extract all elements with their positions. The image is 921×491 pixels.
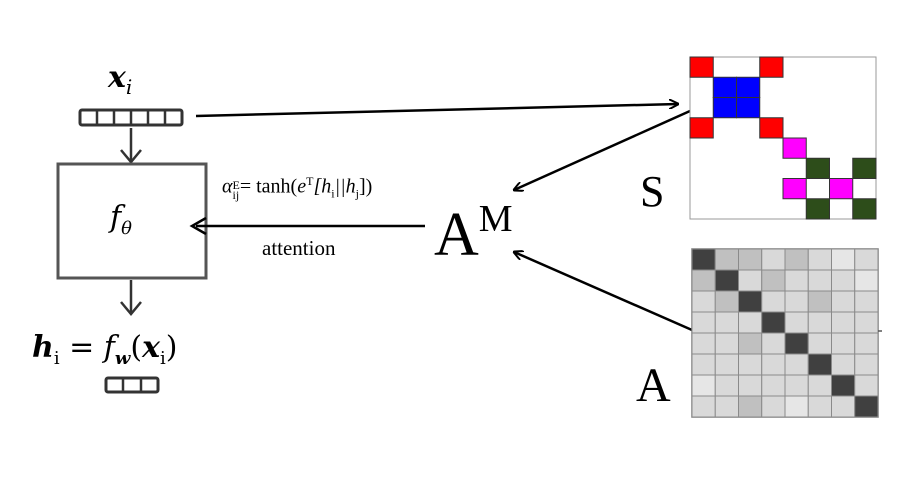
matrix-cell xyxy=(807,290,832,313)
matrix-cell xyxy=(854,332,879,355)
matrix-cell xyxy=(854,311,879,334)
matrix-cell xyxy=(854,269,879,292)
matrix-cell xyxy=(738,311,763,334)
arrow-input-to-S xyxy=(195,104,678,118)
attention-arrow xyxy=(189,216,425,236)
matrix-cell xyxy=(761,374,786,397)
matrix-cell xyxy=(712,97,737,119)
matrix-cell xyxy=(829,178,854,200)
matrix-cell xyxy=(761,269,786,292)
matrix-cell xyxy=(691,248,716,271)
matrix-cell xyxy=(761,311,786,334)
matrix-cell xyxy=(738,395,763,418)
matrix-cell xyxy=(714,374,739,397)
matrix-cell xyxy=(689,56,714,78)
matrix-cell xyxy=(831,353,856,376)
matrix-cell xyxy=(738,353,763,376)
matrix-cell xyxy=(714,290,739,313)
matrix-cell xyxy=(691,311,716,334)
matrix-cell xyxy=(831,269,856,292)
matrix-cell xyxy=(784,353,809,376)
matrix-cell xyxy=(761,290,786,313)
arrow-S-to-AM xyxy=(514,109,691,190)
matrix-cell xyxy=(807,374,832,397)
matrix-cell xyxy=(714,248,739,271)
matrix-cell xyxy=(782,137,807,159)
matrix-cell xyxy=(807,269,832,292)
matrix-cell xyxy=(738,332,763,355)
output-label: hi = fw(xi) xyxy=(32,330,178,369)
matrix-cell xyxy=(831,395,856,418)
matrix-cell xyxy=(736,97,761,119)
matrix-cell xyxy=(805,198,830,220)
matrix-cell xyxy=(784,269,809,292)
matrix-cell xyxy=(807,353,832,376)
matrix-cell xyxy=(691,353,716,376)
matrix-cell xyxy=(714,332,739,355)
matrix-cell xyxy=(831,311,856,334)
matrix-cell xyxy=(784,311,809,334)
matrix-cell xyxy=(784,290,809,313)
model-label: fθ xyxy=(110,200,132,239)
matrix-cell xyxy=(852,198,877,220)
matrix-cell xyxy=(691,395,716,418)
A-label: A xyxy=(636,359,671,412)
matrix-cell xyxy=(759,117,784,139)
matrix-cell xyxy=(854,353,879,376)
matrix-cell xyxy=(807,332,832,355)
A-matrix xyxy=(691,248,879,418)
matrix-cell xyxy=(854,374,879,397)
matrix-cell xyxy=(807,395,832,418)
matrix-cell xyxy=(761,248,786,271)
arrow-model-to-output xyxy=(120,280,142,316)
matrix-cell xyxy=(714,311,739,334)
arrow-A-to-AM xyxy=(514,252,693,332)
matrix-cell xyxy=(854,395,879,418)
matrix-cell xyxy=(738,269,763,292)
matrix-cell xyxy=(689,117,714,139)
matrix-cell xyxy=(761,332,786,355)
matrix-cell xyxy=(714,353,739,376)
matrix-cell xyxy=(714,395,739,418)
arrow-input-to-model xyxy=(120,128,142,164)
matrix-cell xyxy=(691,332,716,355)
matrix-cell xyxy=(714,269,739,292)
matrix-cell xyxy=(691,374,716,397)
matrix-cell xyxy=(738,248,763,271)
matrix-cell xyxy=(738,374,763,397)
attention-label: attention xyxy=(262,236,336,260)
matrix-cell xyxy=(831,332,856,355)
matrix-cell xyxy=(738,290,763,313)
matrix-cell xyxy=(784,374,809,397)
matrix-cell xyxy=(784,332,809,355)
AM-label: AM xyxy=(434,198,513,269)
matrix-cell xyxy=(831,374,856,397)
matrix-cell xyxy=(761,353,786,376)
input-label: xi xyxy=(108,60,133,99)
matrix-cell xyxy=(759,56,784,78)
matrix-cell xyxy=(784,248,809,271)
matrix-cell xyxy=(852,157,877,179)
matrix-cell xyxy=(712,76,737,98)
model-box xyxy=(56,162,208,280)
S-label: S xyxy=(640,167,665,216)
matrix-cell xyxy=(831,248,856,271)
matrix-cell xyxy=(807,248,832,271)
matrix-cell xyxy=(761,395,786,418)
matrix-cell xyxy=(691,290,716,313)
matrix-cell xyxy=(854,290,879,313)
matrix-cell xyxy=(805,157,830,179)
matrix-cell xyxy=(691,269,716,292)
matrix-cell xyxy=(807,311,832,334)
input-vector xyxy=(78,108,184,127)
matrix-cell xyxy=(736,76,761,98)
matrix-cell xyxy=(784,395,809,418)
S-matrix xyxy=(689,56,877,220)
matrix-cell xyxy=(831,290,856,313)
matrix-cell xyxy=(854,248,879,271)
output-vector xyxy=(104,376,160,394)
matrix-cell xyxy=(782,178,807,200)
